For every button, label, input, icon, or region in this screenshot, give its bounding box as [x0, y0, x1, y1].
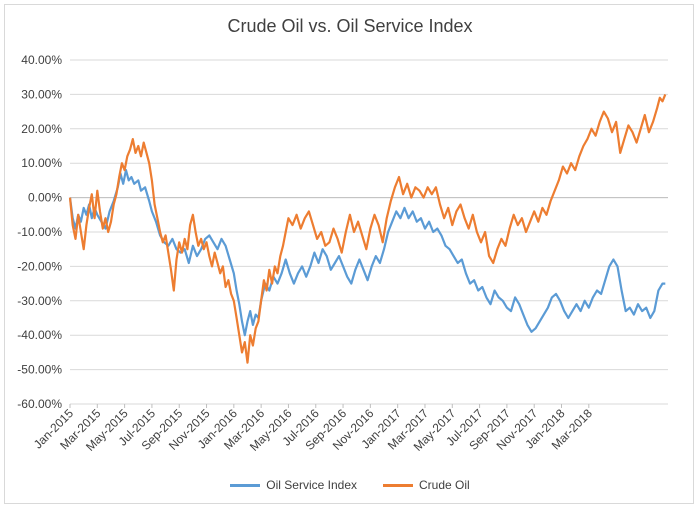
y-tick-label: 20.00% — [21, 122, 62, 136]
legend-swatch-crude-oil — [383, 483, 413, 487]
legend-item-crude-oil: Crude Oil — [383, 478, 470, 492]
chart-title: Crude Oil vs. Oil Service Index — [227, 16, 473, 36]
y-tick-label: -50.00% — [17, 363, 62, 377]
y-tick-label: -10.00% — [17, 225, 62, 239]
legend-label: Crude Oil — [419, 478, 470, 492]
y-tick-label: -30.00% — [17, 294, 62, 308]
y-tick-label: 40.00% — [21, 53, 62, 67]
series-lines — [68, 93, 667, 364]
series-line-crude-oil — [68, 93, 667, 364]
legend-swatch-oil-service-index — [230, 483, 261, 487]
y-tick-label: 0.00% — [28, 191, 62, 205]
legend: Oil Service Index Crude Oil — [0, 478, 700, 492]
x-axis: Jan-2015Mar-2015May-2015Jul-2015Sep-2015… — [31, 197, 668, 454]
y-tick-label: -40.00% — [17, 328, 62, 342]
chart-frame — [4, 4, 694, 504]
legend-item-oil-service-index: Oil Service Index — [230, 478, 357, 492]
y-tick-label: 10.00% — [21, 156, 62, 170]
y-tick-label: 30.00% — [21, 87, 62, 101]
y-tick-label: -20.00% — [17, 259, 62, 273]
y-axis: 40.00% 30.00% 20.00% 10.00% 0.00% -10.00% -20.… — [17, 53, 62, 411]
legend-label: Oil Service Index — [266, 478, 357, 492]
series-line-oil-service-index — [68, 169, 666, 337]
y-tick-label: -60.00% — [17, 397, 62, 411]
